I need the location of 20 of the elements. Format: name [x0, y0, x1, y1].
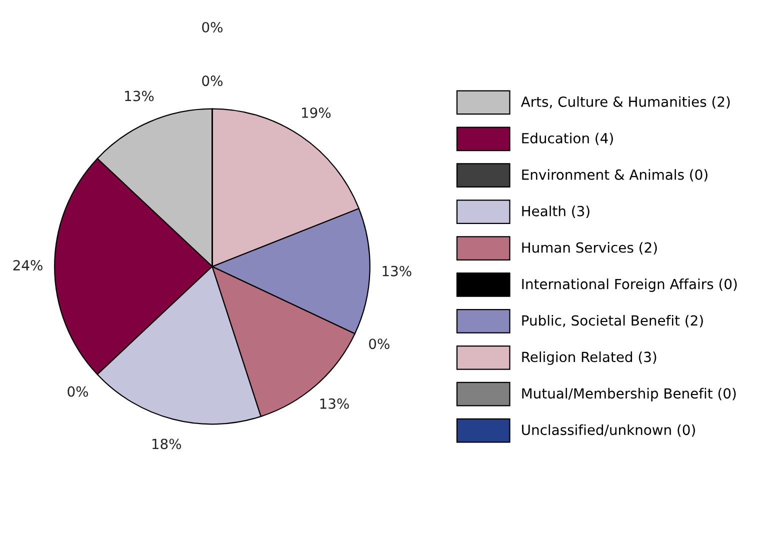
legend-label: Environment & Animals (0)	[522, 169, 708, 182]
data-label: 24%	[13, 260, 42, 271]
data-label: 13%	[320, 398, 349, 409]
legend-label: Unclassified/unknown (0)	[522, 424, 695, 437]
data-label: 13%	[382, 266, 412, 276]
legend-label: Mutual/Membership Benefit (0)	[522, 388, 736, 402]
legend-label: Education (4)	[522, 132, 613, 146]
data-label: 13%	[125, 90, 154, 102]
data-label: 18%	[152, 438, 182, 450]
data-label: 19%	[302, 107, 331, 118]
legend-label: Human Services (2)	[522, 242, 657, 254]
text: 0%	[202, 22, 222, 32]
text: 0%	[68, 386, 88, 397]
legend-label: Health (3)	[522, 206, 590, 218]
legend-label: International Foreign Affairs (0)	[522, 278, 737, 292]
text: 0%	[202, 76, 222, 86]
legend-label: Public, Societal Benefit (2)	[522, 314, 703, 328]
legend-label: Religion Related (3)	[522, 351, 656, 365]
legend-label: Arts, Culture & Humanities (2)	[520, 96, 730, 109]
text: 0%	[369, 338, 390, 350]
